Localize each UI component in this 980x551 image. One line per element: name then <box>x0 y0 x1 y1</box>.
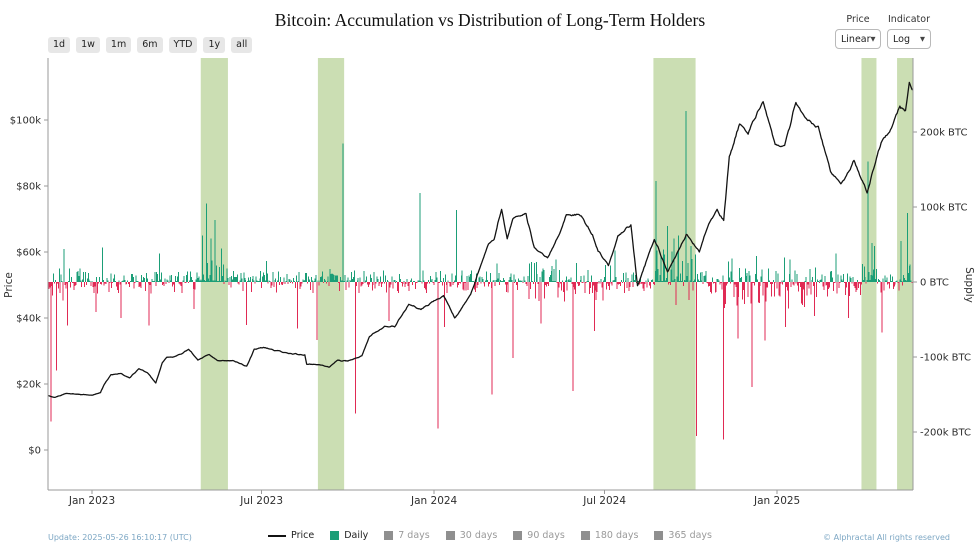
plot-area[interactable] <box>48 58 913 490</box>
range-buttons: 1d 1w 1m 6m YTD 1y all <box>48 37 253 53</box>
legend-item-180-days[interactable]: 180 days <box>580 530 639 541</box>
legend-label: Daily <box>344 530 369 541</box>
chevron-down-icon: ▼ <box>920 35 925 43</box>
range-button-1w[interactable]: 1w <box>76 37 100 53</box>
date-tick-label: Jan 2023 <box>68 495 115 507</box>
legend-item-365-days[interactable]: 365 days <box>654 530 712 541</box>
left-axis-title: Price <box>3 272 15 298</box>
range-button-1y[interactable]: 1y <box>203 37 226 53</box>
chart-legend: Price Daily 7 days 30 days 90 days 180 days 36… <box>268 530 712 541</box>
price-line <box>47 81 914 399</box>
bar-swatch-icon <box>580 531 590 540</box>
price-tick-label: $20k <box>16 380 41 391</box>
legend-item-daily[interactable]: Daily <box>330 530 368 541</box>
supply-tick-label: 200k BTC <box>920 128 967 139</box>
price-scale-select[interactable]: Linear ▼ <box>835 29 881 49</box>
legend-item-90-days[interactable]: 90 days <box>513 530 565 541</box>
bar-swatch-icon <box>513 531 523 540</box>
supply-tick-label: 0 BTC <box>920 278 949 289</box>
price-scale-control: Price Linear ▼ <box>835 14 881 49</box>
range-button-1d[interactable]: 1d <box>48 37 71 53</box>
bar-swatch-icon <box>654 531 664 540</box>
supply-tick-label: -100k BTC <box>920 353 971 364</box>
range-button-all[interactable]: all <box>231 37 253 53</box>
legend-item-30-days[interactable]: 30 days <box>445 530 498 541</box>
price-line-swatch-icon <box>268 534 287 537</box>
legend-label: 180 days <box>594 530 639 541</box>
legend-item-7-days[interactable]: 7 days <box>384 530 430 541</box>
legend-label: Price <box>291 530 315 541</box>
date-tick-label: Jul 2023 <box>239 495 283 507</box>
price-scale-label: Price <box>846 14 870 25</box>
range-button-1m[interactable]: 1m <box>105 37 132 53</box>
indicator-scale-value: Log <box>893 33 910 45</box>
date-tick-label: Jan 2025 <box>753 495 800 507</box>
chevron-down-icon: ▼ <box>870 35 876 43</box>
indicator-scale-control: Indicator Log ▼ <box>887 14 931 49</box>
price-tick-label: $80k <box>16 182 41 193</box>
copyright-text: © Alphractal All rights reserved <box>823 533 950 542</box>
price-tick-label: $40k <box>16 314 41 325</box>
daily-flow-bars <box>47 111 914 440</box>
legend-label: 7 days <box>398 530 430 541</box>
axes: $100k $80k $60k $40k $20k $0 200k BTC 100k BTC 0… <box>3 58 975 507</box>
legend-label: 365 days <box>668 530 712 541</box>
accumulation-phase-band <box>897 58 913 490</box>
supply-tick-label: -200k BTC <box>920 428 971 439</box>
indicator-scale-select[interactable]: Log ▼ <box>887 29 931 49</box>
legend-item-price[interactable]: Price <box>268 530 314 541</box>
page-title: Bitcoin: Accumulation vs Distribution of… <box>274 10 706 30</box>
price-tick-label: $100k <box>10 116 41 127</box>
bar-swatch-icon <box>330 531 340 540</box>
bar-swatch-icon <box>445 531 455 540</box>
range-button-6m[interactable]: 6m <box>137 37 163 53</box>
right-axis-title: Supply <box>963 267 975 303</box>
date-tick-label: Jan 2024 <box>410 495 458 507</box>
indicator-scale-label: Indicator <box>888 14 930 25</box>
price-tick-label: $60k <box>16 248 41 259</box>
supply-tick-label: 100k BTC <box>920 203 967 214</box>
legend-label: 90 days <box>527 530 565 541</box>
date-tick-label: Jul 2024 <box>582 495 626 507</box>
update-timestamp: Update: 2025-05-26 16:10:17 (UTC) <box>48 533 192 542</box>
price-tick-label: $0 <box>28 446 41 457</box>
legend-label: 30 days <box>459 530 498 541</box>
range-button-ytd[interactable]: YTD <box>168 37 198 53</box>
price-scale-value: Linear <box>841 33 871 45</box>
bar-swatch-icon <box>384 531 394 540</box>
